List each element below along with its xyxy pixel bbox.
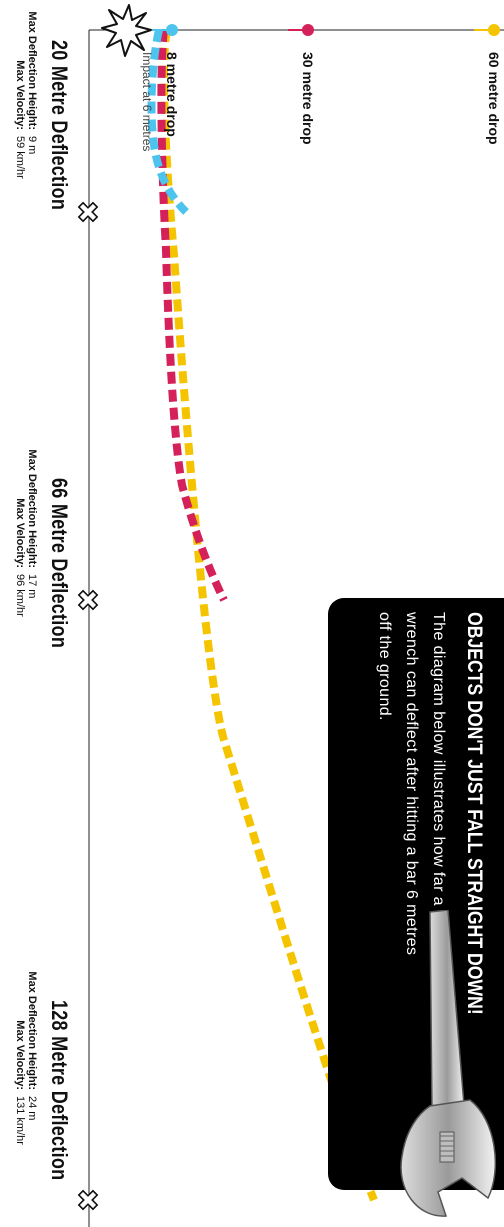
trajectory-8m <box>147 29 189 215</box>
deflection-velocity-128m: Max Velocity:131 km/hr <box>14 1020 26 1145</box>
drop-label-8m: 8 metre drop <box>164 52 180 137</box>
trajectory-60m <box>160 29 378 1202</box>
impact-label: Impact at 6 metres <box>140 52 154 152</box>
wrench-icon <box>400 910 497 1217</box>
drop-label-60m: 60 metre drop <box>486 52 502 145</box>
landing-mark-icon <box>77 589 99 611</box>
deflection-height-20m: Max Deflection Height:9 m <box>26 11 38 155</box>
deflection-velocity-20m: Max Velocity:59 km/hr <box>14 60 26 179</box>
drop-marker-30m <box>302 24 314 36</box>
deflection-title-66m: 66 Metre Deflection <box>47 478 72 649</box>
deflection-title-128m: 128 Metre Deflection <box>47 1000 72 1181</box>
deflection-height-66m: Max Deflection Height:17 m <box>26 449 38 599</box>
drop-marker-8m <box>166 24 178 36</box>
impact-burst-icon <box>101 4 152 57</box>
drop-marker-60m <box>488 24 500 36</box>
deflection-title-20m: 20 Metre Deflection <box>47 40 72 211</box>
landing-mark-icon <box>77 201 99 223</box>
deflection-height-128m: Max Deflection Height:24 m <box>26 971 38 1121</box>
landing-mark-icon <box>77 1189 99 1211</box>
trajectory-30m <box>157 29 228 602</box>
drop-label-30m: 30 metre drop <box>300 52 316 145</box>
deflection-velocity-66m: Max Velocity:96 km/hr <box>14 498 26 617</box>
